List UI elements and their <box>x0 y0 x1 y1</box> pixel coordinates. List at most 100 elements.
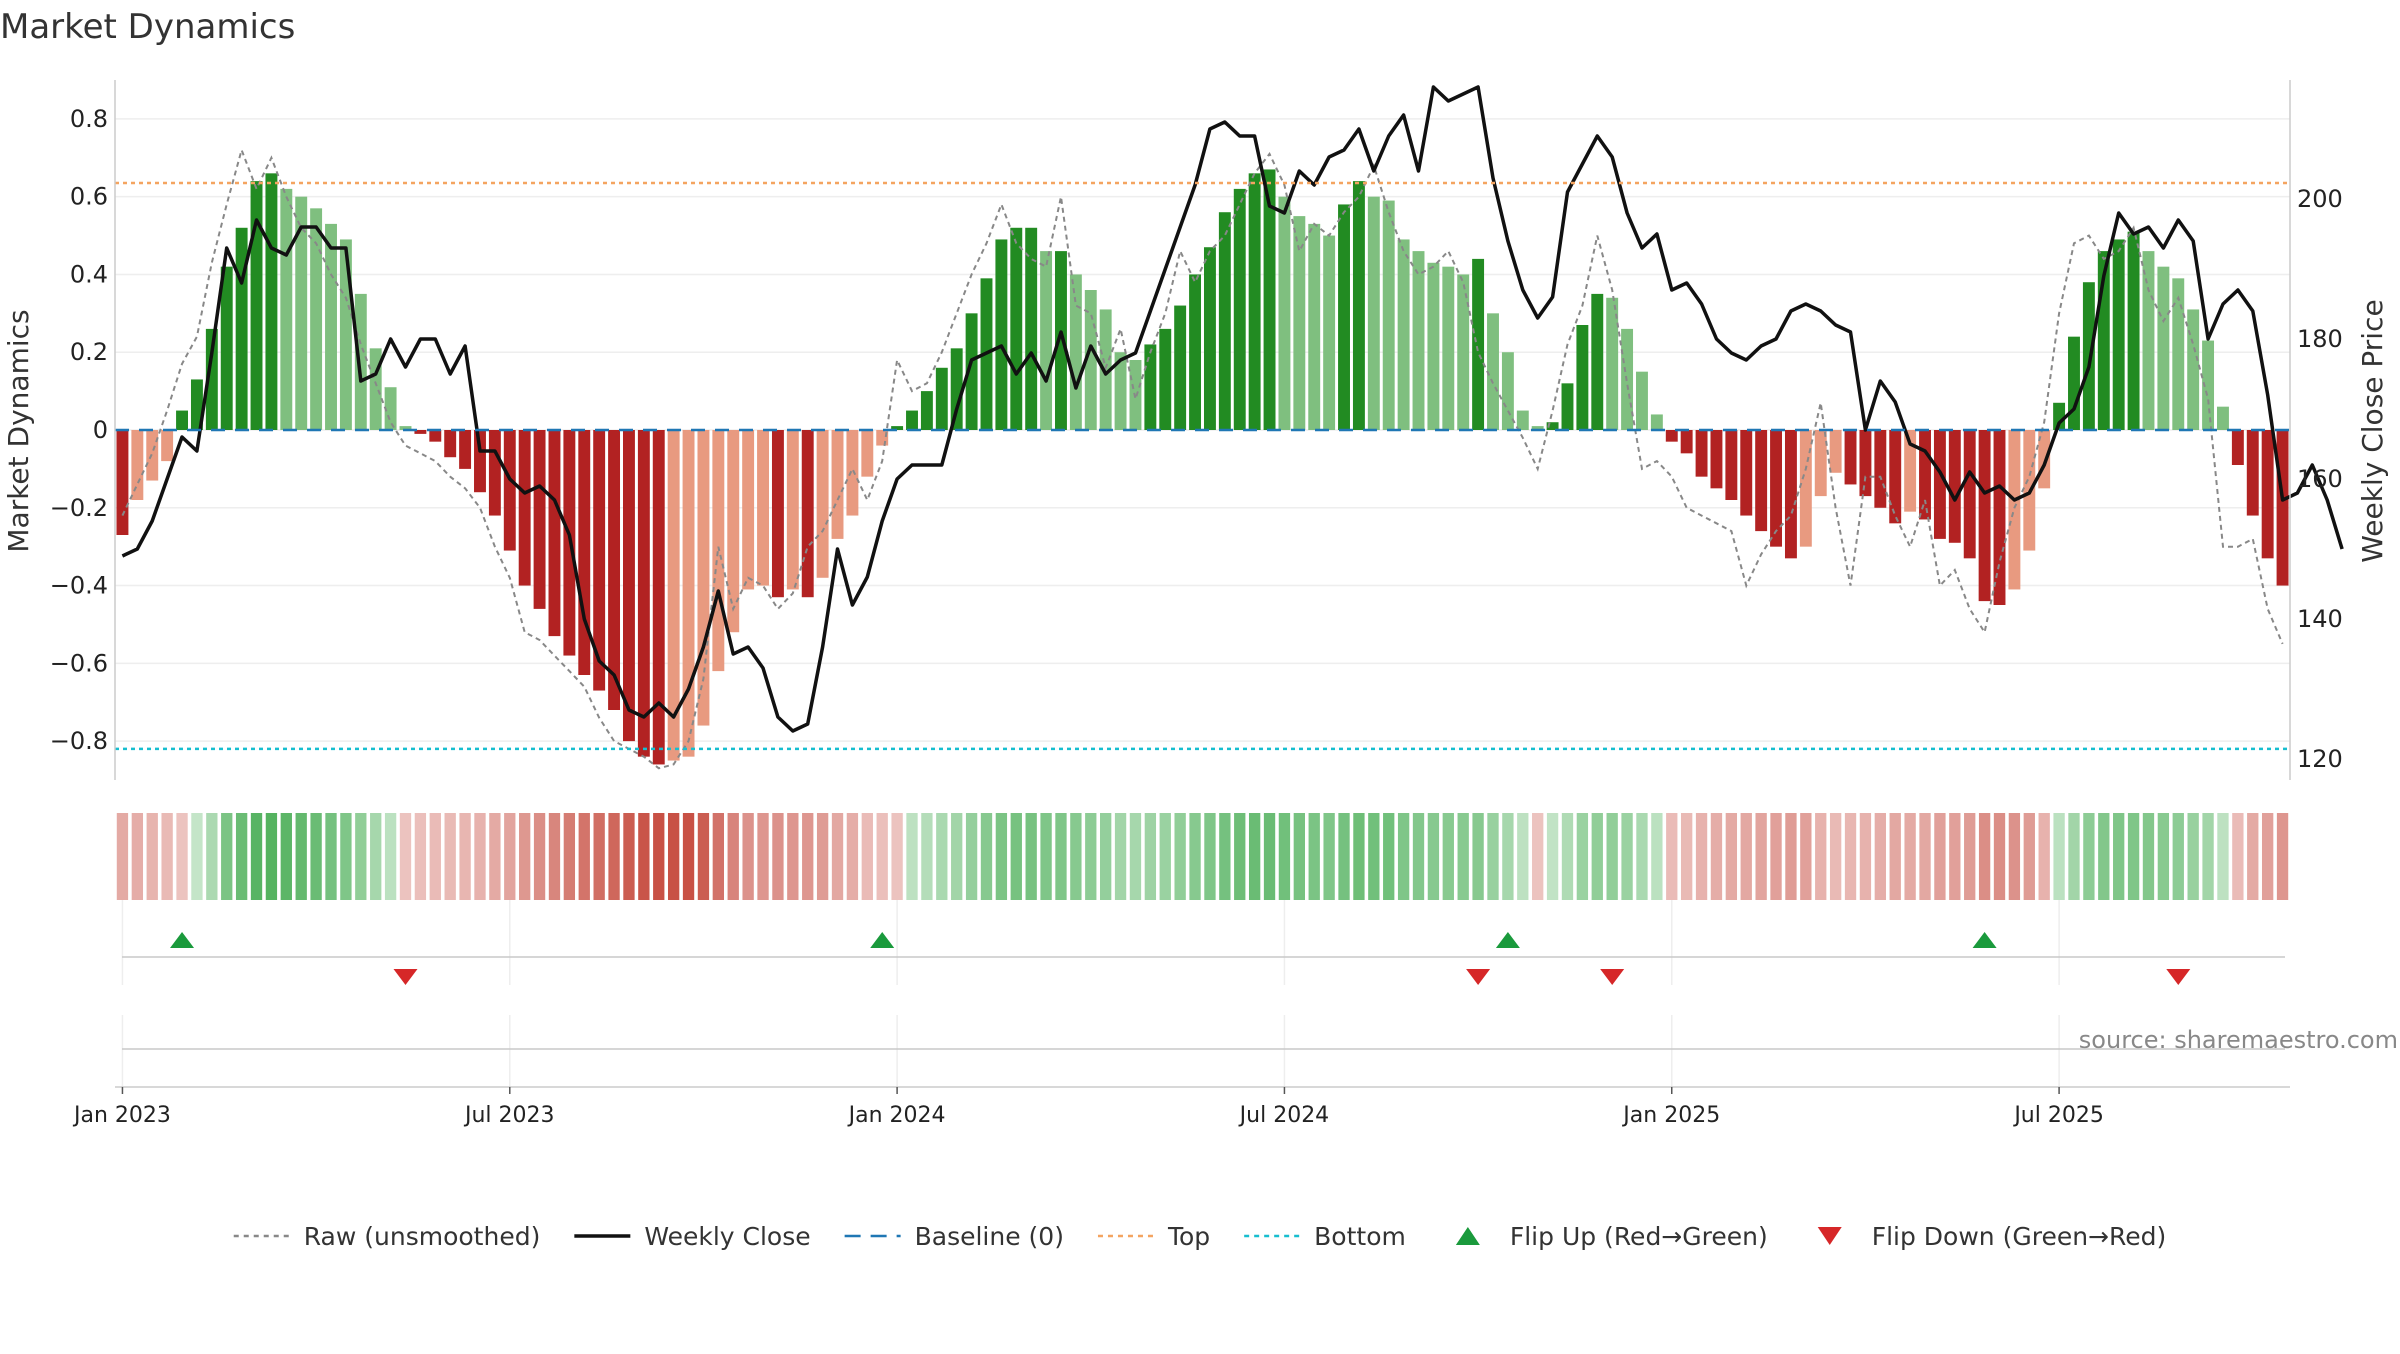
x-tick-label-0: Jan 2023 <box>72 1103 171 1128</box>
regime-cell-week-17 <box>355 813 367 900</box>
bar-week-72 <box>1174 305 1187 430</box>
bar-week-27 <box>503 430 516 551</box>
bar-week-8 <box>220 266 233 430</box>
regime-cell-week-141 <box>2202 813 2214 900</box>
bar-week-55 <box>920 391 933 430</box>
bar-week-92 <box>1472 258 1485 430</box>
y2-tick-label-0: 200 <box>2297 185 2343 213</box>
regime-cell-week-66 <box>1085 813 1097 900</box>
regime-cell-week-112 <box>1770 813 1782 900</box>
bar-week-80 <box>1293 216 1306 430</box>
y2-tick-label-2: 160 <box>2297 465 2343 493</box>
regime-cell-week-139 <box>2172 813 2184 900</box>
bar-week-107 <box>1695 430 1708 477</box>
legend-label-raw: Raw (unsmoothed) <box>304 1222 541 1251</box>
regime-cell-week-110 <box>1740 813 1752 900</box>
regime-cell-week-38 <box>667 813 680 900</box>
regime-cell-week-51 <box>861 813 873 900</box>
regime-cell-week-37 <box>653 813 665 900</box>
bar-week-12 <box>280 188 293 430</box>
regime-cell-week-29 <box>533 813 546 900</box>
bar-week-10 <box>250 181 263 430</box>
regime-cell-week-28 <box>519 813 531 900</box>
regime-cell-week-72 <box>1174 813 1186 900</box>
regime-cell-week-54 <box>906 813 918 900</box>
x-tick-label-1: Jul 2023 <box>463 1103 555 1128</box>
regime-cell-week-13 <box>295 813 307 900</box>
regime-cell-week-52 <box>876 813 888 900</box>
bar-week-94 <box>1501 352 1514 430</box>
bar-week-62 <box>1025 227 1038 430</box>
regime-cell-week-62 <box>1025 813 1037 900</box>
bar-week-61 <box>1010 227 1023 430</box>
regime-cell-week-83 <box>1338 813 1350 900</box>
regime-cell-week-16 <box>340 813 352 900</box>
regime-cell-week-97 <box>1546 813 1559 900</box>
bar-week-24 <box>459 430 472 469</box>
regime-cell-week-101 <box>1606 813 1618 900</box>
regime-cell-week-117 <box>1844 813 1857 900</box>
y-tick-label-2: 0.4 <box>70 260 108 288</box>
regime-cell-week-47 <box>802 813 814 900</box>
regime-cell-week-48 <box>816 813 829 900</box>
bar-week-126 <box>1978 430 1991 602</box>
regime-cell-week-92 <box>1472 813 1484 900</box>
bar-week-28 <box>518 430 531 586</box>
regime-cell-week-50 <box>846 813 859 900</box>
source-label: source: sharemaestro.com <box>2079 1026 2398 1054</box>
bar-week-88 <box>1412 251 1425 430</box>
bar-week-81 <box>1308 223 1321 430</box>
regime-cell-week-31 <box>563 813 576 900</box>
x-tick-label-4: Jan 2025 <box>1621 1103 1720 1128</box>
regime-cell-week-15 <box>325 813 337 900</box>
regime-cell-week-19 <box>384 813 397 900</box>
regime-cell-week-122 <box>1919 813 1931 900</box>
bar-week-133 <box>2082 282 2095 430</box>
bar-week-82 <box>1323 235 1336 430</box>
bar-week-105 <box>1665 430 1678 442</box>
bar-week-97 <box>1546 422 1559 430</box>
bar-week-140 <box>2187 309 2200 430</box>
regime-cell-week-22 <box>429 813 441 900</box>
regime-cell-week-70 <box>1144 813 1157 900</box>
regime-cell-week-131 <box>2053 813 2065 900</box>
regime-cell-week-20 <box>399 813 412 900</box>
flip-down-marker-5 <box>1600 969 1625 985</box>
bar-week-48 <box>816 430 829 578</box>
regime-cell-week-26 <box>489 813 501 900</box>
regime-cell-week-96 <box>1532 813 1544 900</box>
regime-cell-week-42 <box>727 813 739 900</box>
regime-cell-week-126 <box>1978 813 1991 900</box>
bar-week-18 <box>369 348 382 430</box>
regime-cell-week-63 <box>1040 813 1052 900</box>
regime-cell-week-138 <box>2157 813 2170 900</box>
bar-week-58 <box>965 313 978 430</box>
bar-week-137 <box>2142 251 2155 430</box>
regime-cell-week-133 <box>2083 813 2095 900</box>
bar-week-111 <box>1755 430 1768 532</box>
regime-cell-week-79 <box>1278 813 1291 900</box>
regime-cell-week-23 <box>444 813 456 900</box>
regime-cell-week-44 <box>757 813 769 900</box>
bar-week-90 <box>1442 266 1455 430</box>
regime-cell-week-87 <box>1397 813 1410 900</box>
bar-week-136 <box>2127 231 2140 430</box>
bar-week-52 <box>876 430 889 446</box>
bar-week-38 <box>667 430 680 761</box>
bar-week-47 <box>801 430 814 598</box>
regime-cell-week-40 <box>697 813 710 900</box>
regime-cell-week-145 <box>2261 813 2274 900</box>
bar-week-135 <box>2112 239 2125 430</box>
regime-cell-week-36 <box>638 813 650 900</box>
bar-week-68 <box>1114 352 1127 430</box>
bar-week-66 <box>1084 290 1097 430</box>
regime-cell-week-85 <box>1368 813 1380 900</box>
regime-cell-week-34 <box>608 813 620 900</box>
regime-cell-week-57 <box>951 813 963 900</box>
regime-cell-week-134 <box>2098 813 2110 900</box>
regime-cell-week-8 <box>221 813 233 900</box>
bar-week-23 <box>444 430 457 458</box>
flip-up-marker-4 <box>1495 932 1520 948</box>
regime-cell-week-30 <box>548 813 561 900</box>
regime-cell-week-78 <box>1263 813 1276 900</box>
